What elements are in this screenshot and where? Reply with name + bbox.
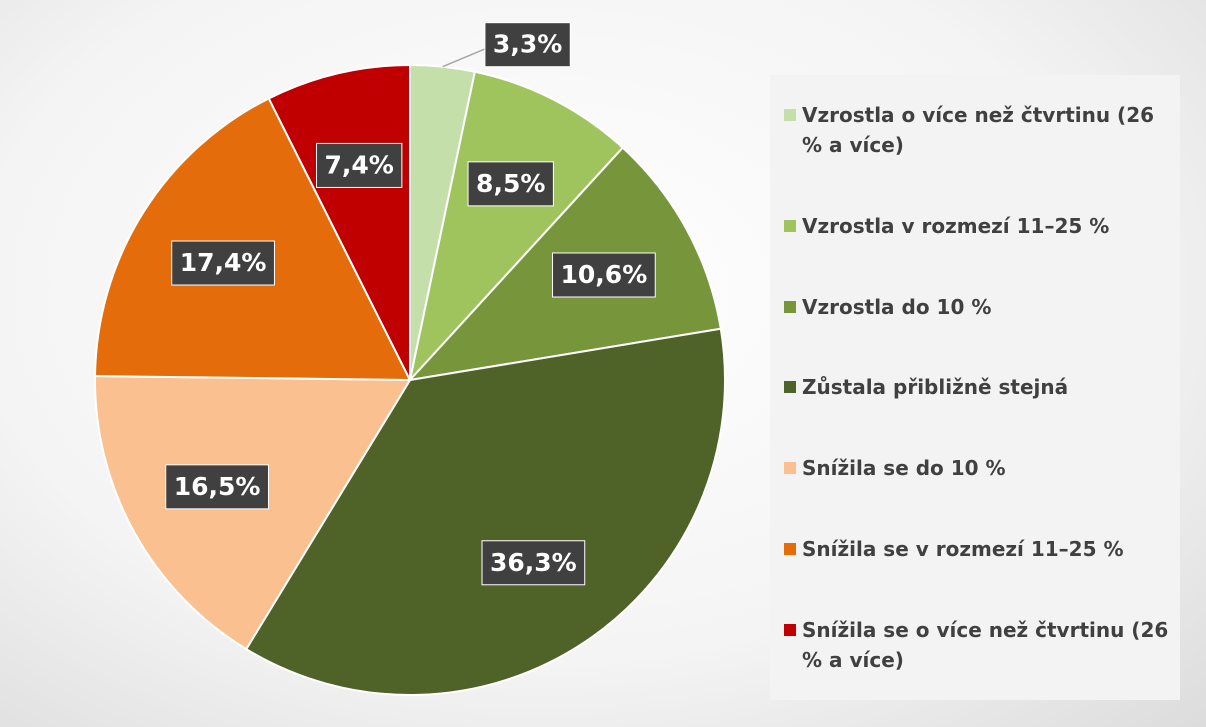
data-label-text: 17,4% <box>180 248 267 277</box>
legend-label: Vzrostla do 10 % <box>802 294 992 319</box>
legend-swatch <box>784 462 796 475</box>
data-label-bg <box>467 161 554 207</box>
legend-label: Vzrostla o více než čtvrtinu (26 % a víc… <box>802 103 1155 158</box>
data-label: 7,4% <box>316 142 403 188</box>
data-label-text: 10,6% <box>561 260 648 289</box>
legend-label: Vzrostla v rozmezí 11–25 % <box>802 214 1110 239</box>
data-label-bg <box>165 464 269 510</box>
legend-item: Snížila se o více než čtvrtinu (26 % a v… <box>784 615 1170 675</box>
data-label-text: 7,4% <box>325 150 394 179</box>
leader-line <box>442 47 486 68</box>
data-label-bg <box>484 22 571 68</box>
legend-swatch <box>784 623 796 636</box>
data-label: 10,6% <box>552 252 656 298</box>
data-label: 16,5% <box>165 464 269 510</box>
legend-label: Zůstala přibližně stejná <box>802 375 1069 400</box>
data-label-bg <box>316 142 403 188</box>
data-label: 36,3% <box>481 540 586 586</box>
pie-slice <box>244 327 726 696</box>
legend-swatch <box>784 542 796 555</box>
legend-item: Snížila se do 10 % <box>784 453 1170 483</box>
legend-item: Vzrostla do 10 % <box>784 292 1170 322</box>
data-label-text: 16,5% <box>174 472 261 501</box>
legend-swatch <box>784 109 796 122</box>
data-label: 3,3% <box>484 22 571 68</box>
data-label-bg <box>481 540 586 586</box>
legend: Vzrostla o více než čtvrtinu (26 % a víc… <box>770 75 1180 700</box>
pie-slice <box>94 97 412 382</box>
legend-item: Vzrostla v rozmezí 11–25 % <box>784 211 1170 241</box>
legend-item: Snížila se v rozmezí 11–25 % <box>784 534 1170 564</box>
data-label-bg <box>171 240 275 286</box>
data-label-text: 3,3% <box>493 30 562 59</box>
legend-swatch <box>784 220 796 233</box>
data-label: 17,4% <box>171 240 275 286</box>
legend-item: Vzrostla o více než čtvrtinu (26 % a víc… <box>784 100 1170 160</box>
pie-slice <box>94 375 412 651</box>
legend-swatch <box>784 300 796 313</box>
data-label-text: 8,5% <box>476 169 545 198</box>
data-label: 8,5% <box>467 161 554 207</box>
pie-slice <box>408 70 625 384</box>
legend-label: Snížila se v rozmezí 11–25 % <box>802 536 1124 561</box>
data-label-text: 36,3% <box>490 548 577 577</box>
legend-label: Snížila se do 10 % <box>802 456 1006 481</box>
legend-item: Zůstala přibližně stejná <box>784 372 1170 402</box>
data-label-bg <box>552 252 656 298</box>
legend-swatch <box>784 381 796 394</box>
legend-label: Snížila se o více než čtvrtinu (26 % a v… <box>802 617 1169 672</box>
